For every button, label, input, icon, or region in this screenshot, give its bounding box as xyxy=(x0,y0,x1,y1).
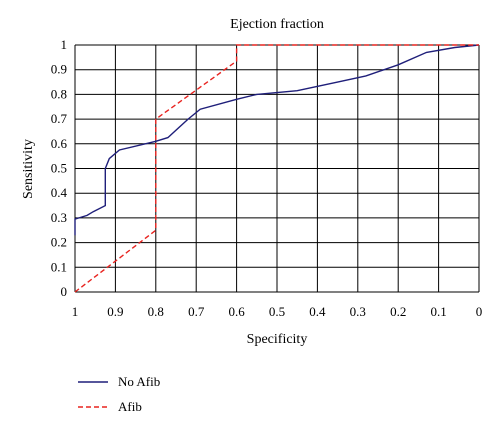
x-tick-label: 0.2 xyxy=(390,304,406,319)
y-tick-labels: 0 0.1 0.2 0.3 0.4 0.5 0.6 0.7 0.8 0.9 1 xyxy=(51,37,68,299)
x-tick-label: 0.7 xyxy=(188,304,205,319)
legend-label: No Afib xyxy=(118,374,160,389)
x-tick-label: 0.8 xyxy=(148,304,164,319)
x-tick-label: 0 xyxy=(476,304,483,319)
series-line-no-afib xyxy=(74,44,480,236)
y-tick-label: 0.7 xyxy=(51,111,68,126)
chart-title: Ejection fraction xyxy=(230,17,324,32)
x-tick-label: 0.4 xyxy=(309,304,326,319)
grid xyxy=(74,44,480,293)
x-axis-label: Specificity xyxy=(247,332,308,347)
x-tick-label: 0.3 xyxy=(350,304,366,319)
series-lines xyxy=(74,44,480,293)
y-tick-label: 0.5 xyxy=(51,161,67,176)
y-tick-label: 0.1 xyxy=(51,259,67,274)
x-tick-label: 0.5 xyxy=(269,304,285,319)
y-tick-label: 0 xyxy=(61,284,68,299)
y-axis-label: Sensitivity xyxy=(21,139,36,199)
y-tick-label: 0.8 xyxy=(51,86,67,101)
x-tick-labels: 1 0.9 0.8 0.7 0.6 0.5 0.4 0.3 0.2 0.1 0 xyxy=(72,304,483,319)
series-line-afib xyxy=(74,44,479,293)
y-tick-label: 0.9 xyxy=(51,62,67,77)
x-tick-label: 0.1 xyxy=(430,304,446,319)
y-tick-label: 0.3 xyxy=(51,210,67,225)
x-tick-label: 1 xyxy=(72,304,79,319)
legend: No Afib Afib xyxy=(78,374,160,414)
y-tick-label: 0.6 xyxy=(51,136,68,151)
legend-label: Afib xyxy=(118,399,142,414)
x-tick-label: 0.6 xyxy=(228,304,245,319)
y-tick-label: 0.4 xyxy=(51,185,68,200)
y-tick-label: 0.2 xyxy=(51,235,67,250)
x-tick-label: 0.9 xyxy=(107,304,123,319)
y-tick-label: 1 xyxy=(61,37,68,52)
